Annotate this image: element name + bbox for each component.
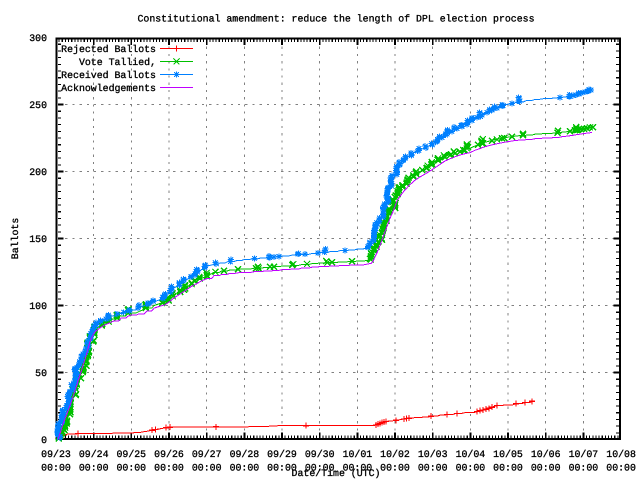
svg-text:00:00: 00:00 <box>154 463 184 474</box>
svg-text:00:00: 00:00 <box>305 463 335 474</box>
svg-text:10/05: 10/05 <box>493 449 523 460</box>
svg-text:00:00: 00:00 <box>418 463 448 474</box>
svg-text:00:00: 00:00 <box>456 463 486 474</box>
svg-text:09/24: 09/24 <box>79 449 109 460</box>
svg-text:200: 200 <box>29 167 47 178</box>
svg-text:09/28: 09/28 <box>230 449 260 460</box>
svg-text:Vote Tallied,: Vote Tallied, <box>79 57 156 68</box>
svg-text:00:00: 00:00 <box>531 463 561 474</box>
svg-text:00:00: 00:00 <box>380 463 410 474</box>
svg-text:Received Ballots: Received Ballots <box>61 70 156 81</box>
svg-text:Date/Time (UTC): Date/Time (UTC) <box>292 468 381 479</box>
svg-text:09/29: 09/29 <box>267 449 297 460</box>
svg-text:0: 0 <box>41 435 47 446</box>
svg-text:00:00: 00:00 <box>192 463 222 474</box>
svg-text:Constitutional amendment: redu: Constitutional amendment: reduce the len… <box>137 14 534 25</box>
svg-text:00:00: 00:00 <box>79 463 109 474</box>
svg-text:10/01: 10/01 <box>343 449 373 460</box>
svg-text:10/08: 10/08 <box>606 449 636 460</box>
svg-text:09/26: 09/26 <box>154 449 184 460</box>
svg-text:50: 50 <box>35 368 47 379</box>
svg-text:300: 300 <box>29 33 47 44</box>
svg-text:00:00: 00:00 <box>267 463 297 474</box>
svg-text:250: 250 <box>29 100 47 111</box>
svg-text:09/23: 09/23 <box>41 449 71 460</box>
svg-text:09/30: 09/30 <box>305 449 335 460</box>
svg-text:00:00: 00:00 <box>116 463 146 474</box>
svg-text:150: 150 <box>29 234 47 245</box>
svg-text:10/02: 10/02 <box>380 449 410 460</box>
svg-text:00:00: 00:00 <box>493 463 523 474</box>
svg-text:10/04: 10/04 <box>456 449 486 460</box>
svg-text:00:00: 00:00 <box>343 463 373 474</box>
svg-text:00:00: 00:00 <box>606 463 636 474</box>
svg-text:100: 100 <box>29 301 47 312</box>
svg-text:Rejected Ballots: Rejected Ballots <box>61 44 156 55</box>
svg-text:10/06: 10/06 <box>531 449 561 460</box>
svg-text:Ballots: Ballots <box>10 218 21 260</box>
svg-text:00:00: 00:00 <box>230 463 260 474</box>
svg-text:10/03: 10/03 <box>418 449 448 460</box>
svg-text:00:00: 00:00 <box>41 463 71 474</box>
svg-text:09/25: 09/25 <box>116 449 146 460</box>
svg-text:09/27: 09/27 <box>192 449 222 460</box>
svg-text:10/07: 10/07 <box>569 449 599 460</box>
svg-text:00:00: 00:00 <box>569 463 599 474</box>
svg-text:Acknowledgements: Acknowledgements <box>61 83 156 94</box>
